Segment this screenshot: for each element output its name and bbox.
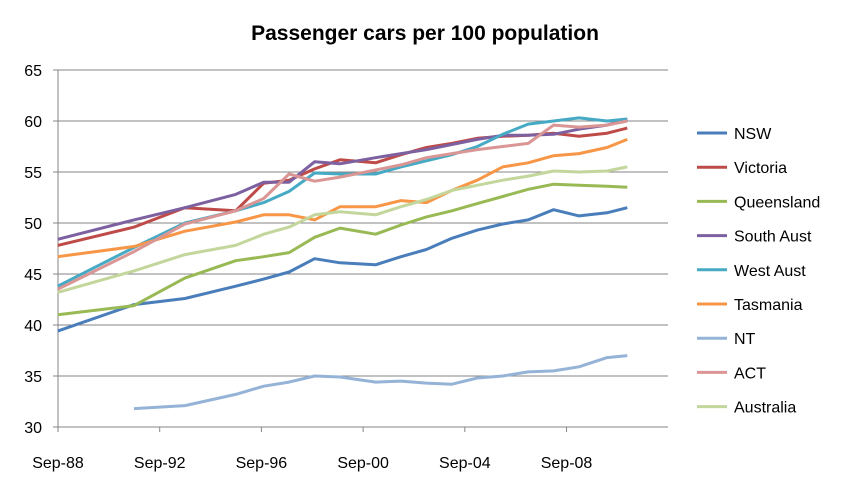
x-tick-label: Sep-04 — [439, 455, 491, 472]
legend-label: NSW — [734, 126, 772, 143]
legend-label: NT — [734, 331, 756, 348]
legend-label: ACT — [734, 365, 766, 382]
series-line-nt — [133, 354, 628, 411]
y-tick-label: 55 — [24, 165, 42, 182]
legend-label: South Aust — [734, 229, 812, 246]
y-tick-label: 40 — [24, 318, 42, 335]
series-line-west-aust — [57, 116, 628, 288]
legend-label: Victoria — [734, 160, 787, 177]
x-axis-ticks: Sep-88 Sep-92 Sep-96 Sep-00 Sep-04 Sep-08 — [32, 427, 592, 472]
x-tick-label: Sep-92 — [134, 455, 186, 472]
series-line-act — [57, 119, 628, 291]
series-line-queensland — [57, 182, 628, 317]
chart-title: Passenger cars per 100 population — [251, 22, 599, 45]
series-line-nsw — [57, 206, 628, 333]
gridlines — [57, 69, 668, 432]
series-line-tasmania — [57, 138, 628, 259]
y-tick-label: 65 — [24, 63, 42, 80]
y-tick-label: 35 — [24, 369, 42, 386]
y-tick-label: 45 — [24, 267, 42, 284]
x-tick-label: Sep-08 — [541, 455, 593, 472]
series-line-south-aust — [57, 117, 628, 241]
x-tick-label: Sep-88 — [32, 455, 84, 472]
series-line-australia — [57, 165, 628, 294]
legend-label: Queensland — [734, 194, 820, 211]
x-tick-label: Sep-00 — [337, 455, 389, 472]
x-tick-label: Sep-96 — [236, 455, 288, 472]
y-tick-label: 30 — [24, 420, 42, 437]
y-tick-label: 50 — [24, 216, 42, 233]
legend-label: Australia — [734, 400, 796, 417]
legend-label: West Aust — [734, 263, 806, 280]
y-axis-ticks: 30 35 40 45 50 55 60 65 — [24, 63, 58, 437]
y-tick-label: 60 — [24, 114, 42, 131]
series-lines — [57, 116, 628, 411]
legend: NSW Victoria Queensland South Aust West Aust… — [697, 126, 820, 417]
legend-label: Tasmania — [734, 297, 803, 314]
